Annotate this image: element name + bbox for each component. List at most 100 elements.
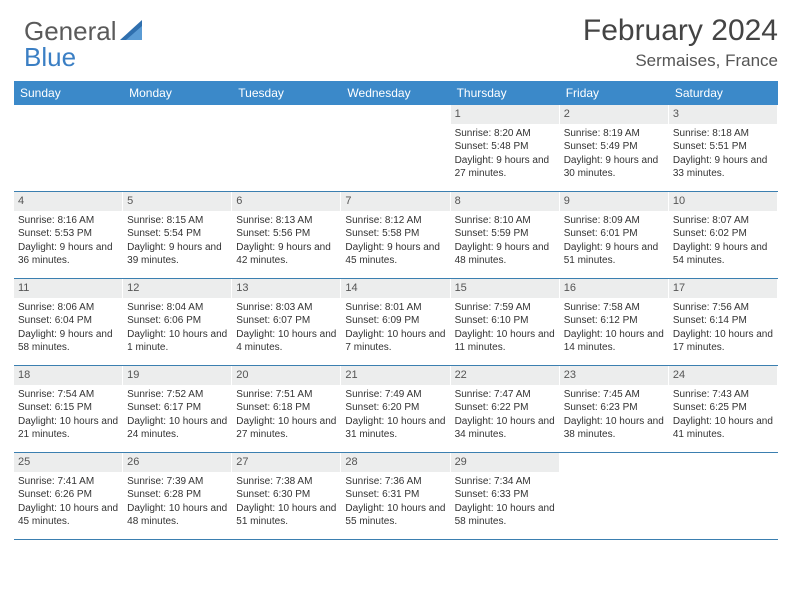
- sunrise-line: Sunrise: 7:51 AM: [236, 388, 336, 402]
- day-number: 17: [669, 279, 777, 298]
- daylight-line: Daylight: 10 hours and 27 minutes.: [236, 415, 336, 442]
- day-cell: 10Sunrise: 8:07 AMSunset: 6:02 PMDayligh…: [669, 192, 778, 278]
- sunrise-line: Sunrise: 7:36 AM: [345, 475, 445, 489]
- day-number: [123, 105, 231, 109]
- day-cell: 2 Sunrise: 8:19 AMSunset: 5:49 PMDaylight…: [560, 105, 669, 191]
- day-cell: 6Sunrise: 8:13 AMSunset: 5:56 PMDaylight…: [232, 192, 341, 278]
- sunrise-line: Sunrise: 8:20 AM: [455, 127, 555, 141]
- sunset-line: Sunset: 6:07 PM: [236, 314, 336, 328]
- month-title: February 2024: [583, 14, 778, 47]
- daylight-line: Daylight: 10 hours and 45 minutes.: [18, 502, 118, 529]
- day-number: 23: [560, 366, 668, 385]
- sunrise-line: Sunrise: 8:06 AM: [18, 301, 118, 315]
- sunrise-line: Sunrise: 7:43 AM: [673, 388, 773, 402]
- daylight-line: Daylight: 9 hours and 30 minutes.: [564, 154, 664, 181]
- day-cell: 17 Sunrise: 7:56 AMSunset: 6:14 PMDayligh…: [669, 279, 778, 365]
- calendar-grid: Sunday Monday Tuesday Wednesday Thursday…: [14, 81, 778, 540]
- day-number: 16: [560, 279, 668, 298]
- day-cell: 15Sunrise: 7:59 AMSunset: 6:10 PMDayligh…: [451, 279, 560, 365]
- weeks-container: 1Sunrise: 8:20 AMSunset: 5:48 PMDaylight…: [14, 105, 778, 540]
- daylight-line: Daylight: 10 hours and 48 minutes.: [127, 502, 227, 529]
- logo-text: General Blue: [24, 18, 117, 70]
- day-number: 9: [560, 192, 668, 211]
- triangle-icon: [120, 20, 146, 47]
- day-number: [14, 105, 122, 109]
- sunset-line: Sunset: 6:20 PM: [345, 401, 445, 415]
- day-cell: [669, 453, 778, 539]
- week-row: 11Sunrise: 8:06 AMSunset: 6:04 PMDayligh…: [14, 279, 778, 366]
- sunset-line: Sunset: 6:12 PM: [564, 314, 664, 328]
- daylight-line: Daylight: 9 hours and 58 minutes.: [18, 328, 118, 355]
- sunset-line: Sunset: 6:30 PM: [236, 488, 336, 502]
- day-number: 21: [341, 366, 449, 385]
- sunset-line: Sunset: 6:23 PM: [564, 401, 664, 415]
- sunset-line: Sunset: 6:31 PM: [345, 488, 445, 502]
- sunrise-line: Sunrise: 7:52 AM: [127, 388, 227, 402]
- week-row: 25Sunrise: 7:41 AMSunset: 6:26 PMDayligh…: [14, 453, 778, 540]
- dow-wednesday: Wednesday: [341, 81, 450, 105]
- day-cell: 19Sunrise: 7:52 AMSunset: 6:17 PMDayligh…: [123, 366, 232, 452]
- day-number: 11: [14, 279, 122, 298]
- sunrise-line: Sunrise: 8:19 AM: [564, 127, 664, 141]
- day-number: 27: [232, 453, 340, 472]
- sunrise-line: Sunrise: 8:07 AM: [673, 214, 773, 228]
- day-number: 13: [232, 279, 340, 298]
- day-cell: 27Sunrise: 7:38 AMSunset: 6:30 PMDayligh…: [232, 453, 341, 539]
- sunrise-line: Sunrise: 7:58 AM: [564, 301, 664, 315]
- sunset-line: Sunset: 5:54 PM: [127, 227, 227, 241]
- daylight-line: Daylight: 9 hours and 45 minutes.: [345, 241, 445, 268]
- daylight-line: Daylight: 10 hours and 41 minutes.: [673, 415, 773, 442]
- week-row: 4Sunrise: 8:16 AMSunset: 5:53 PMDaylight…: [14, 192, 778, 279]
- sunrise-line: Sunrise: 7:54 AM: [18, 388, 118, 402]
- sunset-line: Sunset: 6:22 PM: [455, 401, 555, 415]
- sunset-line: Sunset: 6:06 PM: [127, 314, 227, 328]
- daylight-line: Daylight: 9 hours and 27 minutes.: [455, 154, 555, 181]
- day-cell: 16 Sunrise: 7:58 AMSunset: 6:12 PMDayligh…: [560, 279, 669, 365]
- daylight-line: Daylight: 10 hours and 14 minutes.: [564, 328, 664, 355]
- day-cell: 3Sunrise: 8:18 AMSunset: 5:51 PMDaylight…: [669, 105, 778, 191]
- sunrise-line: Sunrise: 8:18 AM: [673, 127, 773, 141]
- day-cell: 8Sunrise: 8:10 AMSunset: 5:59 PMDaylight…: [451, 192, 560, 278]
- sunset-line: Sunset: 5:58 PM: [345, 227, 445, 241]
- sunset-line: Sunset: 6:04 PM: [18, 314, 118, 328]
- sunrise-line: Sunrise: 8:09 AM: [564, 214, 664, 228]
- day-cell: 18Sunrise: 7:54 AMSunset: 6:15 PMDayligh…: [14, 366, 123, 452]
- sunset-line: Sunset: 6:33 PM: [455, 488, 555, 502]
- day-number: 25: [14, 453, 122, 472]
- logo-word-2: Blue: [24, 42, 76, 72]
- sunrise-line: Sunrise: 7:49 AM: [345, 388, 445, 402]
- sunset-line: Sunset: 6:25 PM: [673, 401, 773, 415]
- sunset-line: Sunset: 5:49 PM: [564, 140, 664, 154]
- day-cell: 5 Sunrise: 8:15 AMSunset: 5:54 PMDaylight…: [123, 192, 232, 278]
- day-number: 1: [451, 105, 559, 124]
- day-cell: 9Sunrise: 8:09 AMSunset: 6:01 PMDaylight…: [560, 192, 669, 278]
- daylight-line: Daylight: 10 hours and 7 minutes.: [345, 328, 445, 355]
- sunrise-line: Sunrise: 7:45 AM: [564, 388, 664, 402]
- day-number: 2: [560, 105, 668, 124]
- day-number: 7: [341, 192, 449, 211]
- day-number: 6: [232, 192, 340, 211]
- daylight-line: Daylight: 9 hours and 39 minutes.: [127, 241, 227, 268]
- sunrise-line: Sunrise: 8:01 AM: [345, 301, 445, 315]
- sunrise-line: Sunrise: 8:15 AM: [127, 214, 227, 228]
- dow-thursday: Thursday: [451, 81, 560, 105]
- day-cell: 4Sunrise: 8:16 AMSunset: 5:53 PMDaylight…: [14, 192, 123, 278]
- sunrise-line: Sunrise: 7:56 AM: [673, 301, 773, 315]
- day-number: 5: [123, 192, 231, 211]
- daylight-line: Daylight: 9 hours and 51 minutes.: [564, 241, 664, 268]
- day-number: 26: [123, 453, 231, 472]
- day-cell: 25Sunrise: 7:41 AMSunset: 6:26 PMDayligh…: [14, 453, 123, 539]
- daylight-line: Daylight: 10 hours and 31 minutes.: [345, 415, 445, 442]
- dow-monday: Monday: [123, 81, 232, 105]
- sunset-line: Sunset: 5:48 PM: [455, 140, 555, 154]
- location-label: Sermaises, France: [583, 51, 778, 71]
- sunset-line: Sunset: 6:26 PM: [18, 488, 118, 502]
- sunrise-line: Sunrise: 7:59 AM: [455, 301, 555, 315]
- daylight-line: Daylight: 10 hours and 17 minutes.: [673, 328, 773, 355]
- day-number: [341, 105, 449, 109]
- sunset-line: Sunset: 6:14 PM: [673, 314, 773, 328]
- sunrise-line: Sunrise: 8:03 AM: [236, 301, 336, 315]
- sunset-line: Sunset: 5:59 PM: [455, 227, 555, 241]
- day-number: 22: [451, 366, 559, 385]
- sunset-line: Sunset: 6:28 PM: [127, 488, 227, 502]
